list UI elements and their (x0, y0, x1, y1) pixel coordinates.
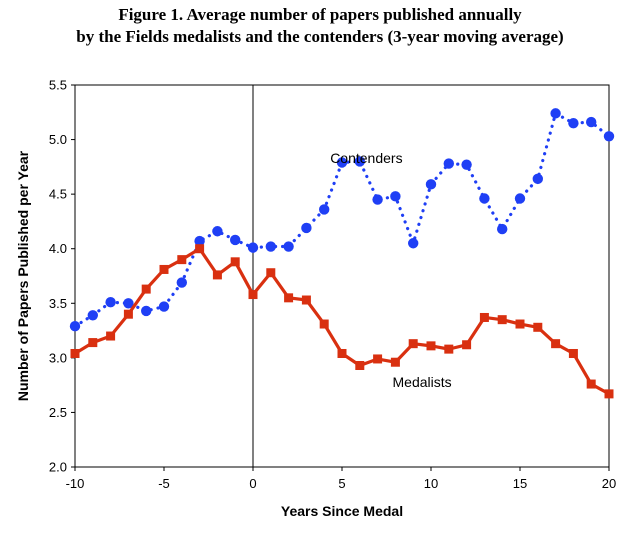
contenders-point (390, 191, 401, 202)
medalists-point (497, 315, 507, 325)
medalists-point (301, 295, 311, 305)
contenders-point (212, 226, 223, 237)
contenders-point (603, 131, 615, 142)
medalists-point (551, 339, 561, 349)
y-axis-label: Number of Papers Published per Year (15, 150, 31, 401)
medalists-point (123, 309, 133, 319)
x-tick-label: 10 (424, 476, 438, 491)
contenders-point (194, 235, 205, 247)
contenders-point (532, 173, 543, 185)
contenders-point (461, 159, 472, 170)
medalists-point (159, 264, 169, 274)
x-tick-label: 5 (338, 476, 345, 491)
contenders-point (301, 222, 312, 234)
contenders-point (158, 301, 170, 312)
medalists-point (479, 312, 489, 322)
medalists-point (604, 389, 614, 399)
medalists-point (373, 354, 383, 364)
contenders-point (550, 108, 561, 119)
contenders-point (497, 223, 508, 235)
contenders-point (230, 234, 241, 246)
plot-frame (74, 84, 610, 468)
y-tick-label: 2.0 (49, 460, 67, 475)
x-tick-label: -5 (158, 476, 170, 491)
medalists-label: Medalists (393, 374, 452, 390)
contenders-point (319, 204, 330, 215)
contenders-point (105, 296, 116, 308)
y-tick-label: 4.5 (49, 187, 67, 202)
contenders-point (479, 193, 490, 204)
chart-title: Figure 1. Average number of papers publi… (0, 4, 640, 48)
axes: 2.0 2.5 3.0 3.5 4.0 4.5 5.0 5.5 -10 -5 0 5 10 15 20 (49, 78, 616, 492)
contenders-point (425, 179, 437, 190)
contenders-point (408, 238, 419, 249)
medalists-point (533, 322, 543, 332)
contenders-point (443, 158, 454, 169)
contenders-point (283, 241, 294, 252)
contenders-line (73, 110, 611, 328)
x-tick-label: -10 (66, 476, 85, 491)
x-axis-label: Years Since Medal (281, 503, 403, 519)
contenders-point (354, 156, 365, 167)
contenders-point (372, 194, 383, 205)
contenders-label: Contenders (330, 150, 402, 166)
medalists-point (177, 255, 187, 265)
medalists-point (230, 257, 240, 267)
medalists-point (319, 319, 329, 329)
medalists-point (462, 340, 472, 350)
medalists-point (88, 338, 98, 348)
medalists-point (426, 341, 436, 351)
contenders-point (568, 118, 579, 129)
medalists-point (248, 290, 258, 300)
medalists-point (106, 331, 116, 341)
medalists-point (444, 344, 454, 354)
series-layer (69, 108, 615, 399)
y-tick-label: 3.5 (49, 296, 67, 311)
contenders-point (265, 241, 276, 252)
chart-title-line-1: Figure 1. Average number of papers publi… (118, 5, 522, 24)
contenders-point (123, 298, 134, 309)
medalists-point (355, 360, 365, 370)
y-tick-label: 3.0 (49, 350, 67, 365)
contenders-point (247, 242, 259, 253)
medalists-point (284, 293, 294, 303)
medalists-line (74, 247, 610, 396)
medalists-point (337, 348, 347, 358)
y-tick-label: 5.5 (49, 78, 67, 93)
x-tick-label: 20 (602, 476, 616, 491)
chart-title-line-2: by the Fields medalists and the contende… (76, 27, 564, 46)
medalists-point (568, 348, 578, 358)
contenders-point (87, 310, 99, 321)
y-tick-label: 2.5 (49, 405, 67, 420)
medalists-point (390, 357, 400, 367)
medalists-point (266, 268, 276, 278)
medalists-point (212, 270, 222, 280)
medalists-point (195, 244, 205, 254)
medalists-point (70, 348, 80, 358)
medalists-point (586, 379, 596, 389)
y-tick-label: 4.0 (49, 241, 67, 256)
contenders-point (514, 193, 526, 204)
contenders-point (141, 305, 152, 317)
contenders-point (176, 277, 187, 288)
x-tick-label: 15 (513, 476, 527, 491)
medalists-point (515, 319, 525, 329)
medalists-point (141, 284, 151, 294)
x-tick-label: 0 (249, 476, 256, 491)
contenders-point (69, 321, 81, 332)
contenders-point (586, 116, 597, 128)
contenders-point (336, 157, 348, 168)
labels-layer: Contenders Medalists (330, 150, 451, 390)
y-tick-label: 5.0 (49, 132, 67, 147)
medalists-point (408, 339, 418, 349)
